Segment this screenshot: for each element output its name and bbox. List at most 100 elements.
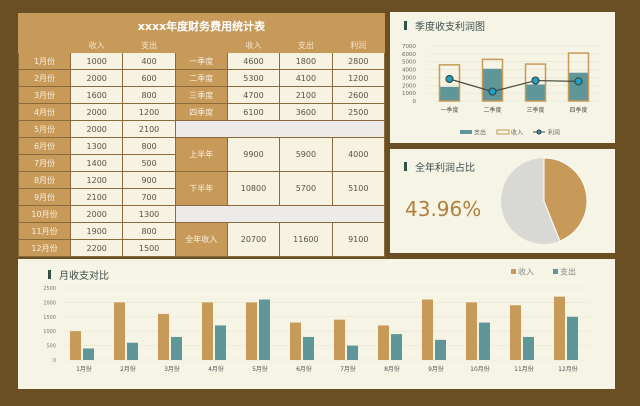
blank-row [174, 205, 386, 223]
income-bar [438, 64, 461, 102]
x-tick-label: 8月份 [384, 365, 400, 373]
income-bar [481, 58, 504, 102]
header-income: 收入 [69, 38, 124, 53]
legend-expense-label: 支出 [560, 267, 576, 277]
half-value: 5100 [331, 171, 386, 206]
quarter-chart-panel: 季度收支利润图 0 1000 2000 3000 4000 5000 6000 7000 一季度… [390, 12, 615, 143]
pie-panel: 全年利润占比 43.96% [390, 149, 615, 253]
month-income: 2000 [69, 103, 124, 121]
quarter-value: 1800 [279, 52, 333, 70]
y-tick-label: 3000 [402, 75, 416, 81]
y-tick-label: 1000 [43, 329, 56, 335]
quarter-value: 2800 [331, 52, 386, 70]
year-value: 9100 [331, 222, 386, 257]
table-row: 5月份 2000 2100 [18, 120, 386, 138]
x-tick-label: 7月份 [340, 365, 356, 373]
month-income: 2000 [69, 120, 124, 138]
table-row: 10月份 2000 1300 [18, 205, 386, 223]
x-tick-label: 6月份 [296, 365, 312, 373]
header-expense: 支出 [279, 38, 333, 53]
month-income: 1000 [69, 52, 124, 70]
y-tick-label: 6000 [402, 52, 416, 58]
pie-chart [501, 157, 588, 244]
table-row: 11月份 1900 800 全年收入 20700 11600 9100 [18, 222, 386, 257]
header-expense: 支出 [122, 38, 176, 53]
quarter-label: 三季度 [174, 86, 228, 104]
income-bar [202, 302, 213, 360]
expense-bar [439, 86, 460, 101]
quarter-value: 4600 [226, 52, 281, 70]
year-value: 11600 [279, 222, 333, 257]
month-expense: 800 [122, 86, 176, 104]
month-expense: 2100 [122, 120, 176, 138]
income-bar [70, 331, 81, 360]
month-income: 1200 [69, 171, 124, 189]
month-label: 2月份 [18, 69, 71, 87]
table-row: 4月份 2000 1200 四季度 6100 3600 2500 [18, 103, 386, 121]
income-bar [466, 302, 477, 360]
income-bar [158, 313, 169, 360]
month-label: 8月份 [18, 171, 71, 189]
income-bar [510, 305, 521, 360]
legend-expense-label: 支出 [474, 129, 486, 137]
x-tick-label: 2月份 [120, 365, 136, 373]
y-tick-label: 2000 [43, 300, 56, 306]
expense-bar [479, 322, 490, 360]
month-income: 1600 [69, 86, 124, 104]
quarter-label: 四季度 [174, 103, 228, 121]
expense-bar [482, 68, 503, 101]
month-label: 10月份 [18, 205, 71, 223]
monthly-chart-title-text: 月收支对比 [59, 271, 109, 282]
x-tick-label: 二季度 [483, 106, 501, 114]
quarter-value: 3600 [279, 103, 333, 121]
month-expense: 900 [122, 171, 176, 189]
y-tick-label: 0 [413, 99, 417, 105]
title-marker-icon [404, 21, 407, 30]
x-tick-label: 12月份 [558, 365, 578, 373]
income-bar [567, 52, 590, 102]
legend-profit-label: 利润 [548, 129, 560, 137]
month-income: 2200 [69, 239, 124, 257]
month-income: 1400 [69, 154, 124, 172]
month-income: 1900 [69, 222, 124, 240]
table-title: xxxx年度财务费用统计表 [18, 13, 385, 39]
expense-bar [568, 72, 589, 101]
header-blank [18, 38, 71, 53]
income-bar [246, 302, 257, 360]
month-expense: 500 [122, 154, 176, 172]
month-label: 9月份 [18, 188, 71, 206]
quarter-chart-title: 季度收支利润图 [404, 18, 485, 33]
table-row: 3月份 1600 800 三季度 4700 2100 2600 [18, 86, 386, 104]
expense-bar [391, 334, 402, 360]
month-expense: 800 [122, 137, 176, 155]
income-bar [114, 302, 125, 360]
pie-slice-profit [543, 157, 588, 242]
x-tick-label: 一季度 [440, 106, 458, 114]
quarter-label: 一季度 [174, 52, 228, 70]
expense-bar [567, 316, 578, 360]
title-marker-icon [48, 270, 51, 279]
y-tick-label: 1500 [43, 315, 56, 321]
quarter-value: 4100 [279, 69, 333, 87]
income-bar [554, 296, 565, 360]
quarter-value: 6100 [226, 103, 281, 121]
blank-row [174, 120, 386, 138]
year-value: 20700 [226, 222, 281, 257]
month-expense: 1500 [122, 239, 176, 257]
quarter-value: 2500 [331, 103, 386, 121]
y-tick-label: 0 [53, 358, 56, 364]
table-row: 6月份 1300 800 上半年 9900 5900 4000 [18, 137, 386, 172]
x-tick-label: 10月份 [470, 365, 490, 373]
month-expense: 700 [122, 188, 176, 206]
x-tick-label: 5月份 [252, 365, 268, 373]
table-row: 2月份 2000 600 二季度 5300 4100 1200 [18, 69, 386, 87]
profit-line [449, 78, 579, 93]
y-tick-label: 7000 [402, 44, 416, 50]
profit-marker [445, 74, 454, 84]
quarter-value: 1200 [331, 69, 386, 87]
expense-bar [347, 345, 358, 360]
month-label: 7月份 [18, 154, 71, 172]
year-label: 全年收入 [174, 222, 228, 257]
quarter-chart-title-text: 季度收支利润图 [415, 22, 485, 33]
